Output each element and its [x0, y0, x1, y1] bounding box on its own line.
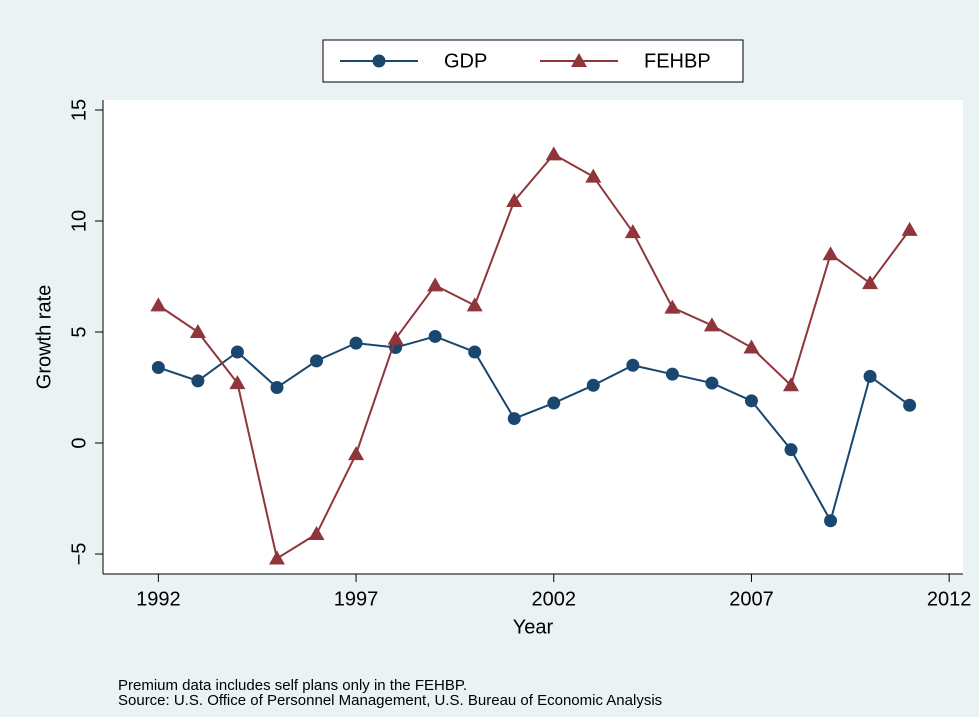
series-line — [158, 335, 911, 524]
marker — [270, 381, 284, 395]
marker — [428, 329, 442, 343]
marker — [901, 221, 918, 236]
series-line — [157, 153, 911, 561]
y-tick-label: 5 — [68, 326, 90, 337]
marker — [468, 345, 482, 359]
marker — [308, 526, 325, 541]
marker — [703, 317, 720, 332]
marker — [268, 550, 285, 565]
marker — [387, 330, 404, 345]
marker — [903, 398, 917, 412]
marker — [783, 377, 799, 392]
marker — [784, 443, 798, 457]
marker — [705, 376, 719, 390]
x-tick-label: 2002 — [532, 588, 577, 610]
note: Source: U.S. Office of Personnel Managem… — [118, 692, 662, 709]
marker — [822, 246, 839, 261]
marker — [151, 361, 165, 375]
marker — [230, 345, 244, 359]
marker — [349, 336, 363, 350]
note: Premium data includes self plans only in… — [118, 677, 467, 694]
marker — [547, 396, 561, 410]
marker — [507, 412, 521, 426]
y-tick-label: −5 — [68, 543, 90, 566]
y-tick-label: 0 — [68, 437, 90, 448]
y-tick-label: 10 — [68, 210, 90, 232]
x-tick-label: 1997 — [334, 588, 379, 610]
marker — [744, 394, 758, 408]
marker — [466, 297, 483, 312]
x-tick-label: 2012 — [927, 588, 972, 610]
plot-region — [103, 100, 963, 574]
x-tick-label: 2007 — [729, 588, 774, 610]
marker — [506, 193, 523, 208]
marker — [743, 339, 760, 354]
marker — [427, 277, 444, 292]
marker — [586, 378, 600, 392]
marker — [571, 53, 587, 67]
x-tick-label: 1992 — [136, 588, 181, 610]
marker — [664, 299, 681, 314]
marker — [626, 358, 640, 372]
marker — [348, 446, 365, 461]
marker — [310, 354, 324, 368]
legend-label: FEHBP — [644, 50, 711, 72]
marker — [585, 168, 602, 183]
marker — [229, 375, 246, 390]
marker — [191, 374, 205, 388]
marker — [624, 224, 641, 239]
marker — [372, 54, 386, 68]
marker — [863, 369, 877, 383]
marker — [824, 514, 838, 528]
marker — [665, 367, 679, 381]
y-axis-title: Growth rate — [33, 285, 55, 389]
marker — [150, 297, 167, 312]
x-axis-title: Year — [513, 616, 554, 638]
marker — [189, 324, 206, 339]
y-tick-label: 15 — [68, 99, 90, 121]
legend-label: GDP — [444, 50, 487, 72]
marker — [545, 146, 562, 161]
marker — [862, 275, 879, 290]
